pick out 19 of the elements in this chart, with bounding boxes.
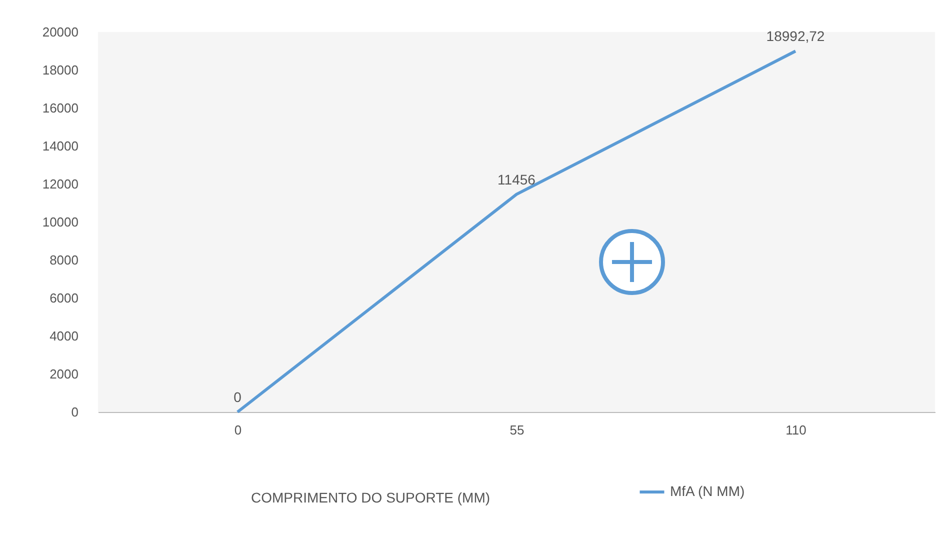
- data-label: 0: [234, 389, 242, 405]
- legend-label: MfA (N MM): [670, 483, 745, 499]
- data-label: 18992,72: [766, 28, 825, 44]
- y-tick-label: 20000: [42, 24, 78, 40]
- x-axis-title: COMPRIMENTO DO SUPORTE (MM): [250, 490, 490, 506]
- y-tick-label: 0: [71, 404, 78, 420]
- x-tick-label: 55: [510, 422, 524, 438]
- y-tick-label: 8000: [50, 252, 78, 268]
- y-tick-label: 18000: [42, 62, 78, 78]
- y-tick-label: 6000: [50, 290, 78, 306]
- x-tick-label: 0: [234, 422, 242, 438]
- y-tick-label: 14000: [42, 138, 78, 154]
- y-tick-label: 4000: [50, 328, 78, 344]
- y-tick-label: 10000: [42, 214, 78, 230]
- y-tick-label: 16000: [42, 100, 78, 116]
- x-tick-label: 110: [786, 422, 806, 438]
- data-label: 11456: [498, 171, 536, 188]
- y-tick-label: 12000: [42, 176, 78, 192]
- y-tick-label: 2000: [50, 366, 78, 382]
